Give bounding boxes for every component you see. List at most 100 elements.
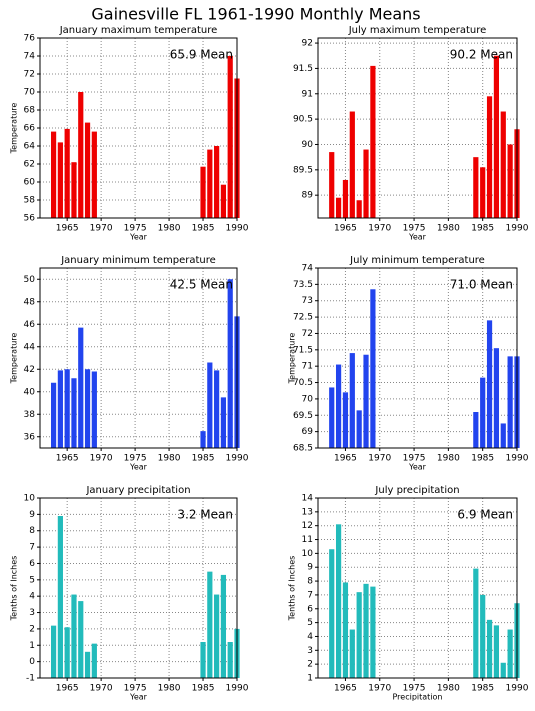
y-tick-label: 2 [29,624,35,634]
x-tick-label: 1980 [437,684,460,694]
bar [370,586,376,678]
plot-frame [317,497,518,679]
bar [363,354,369,448]
bar [507,629,513,678]
bar [342,582,349,678]
y-tick-label: 60 [24,178,36,188]
bar [50,131,57,218]
bar [349,353,355,448]
bar [507,144,513,218]
x-tick-label: 1980 [437,224,460,234]
mean-annotation: 71.0 Mean [450,278,513,292]
x-tick-label: 1990 [226,684,249,694]
bar [349,629,355,678]
y-tick-label: 90 [302,140,314,150]
y-tick-label: 70.5 [293,378,313,388]
y-tick-label: 44 [24,342,36,352]
bar [71,378,77,448]
y-tick-label: 70 [24,88,36,98]
y-tick-label: 14 [302,494,314,504]
x-tick-label: 1965 [334,684,357,694]
plot-frame [317,37,518,219]
y-tick-label: 0 [29,657,35,667]
y-tick-label: 66 [24,124,36,134]
bar [50,382,57,448]
mean-annotation: 90.2 Mean [450,48,513,62]
y-tick-label: 3 [29,608,35,618]
y-tick-label: 40 [24,387,36,397]
bar [363,583,369,678]
y-tick-label: 68.5 [293,444,313,454]
y-tick-label: 42 [24,365,35,375]
x-tick-label: 1965 [56,684,79,694]
x-tick-label: 1965 [334,454,357,464]
x-tick-label: 1975 [403,684,426,694]
bar [64,369,70,448]
bar [473,412,479,448]
y-axis-label: Temperature [288,333,297,385]
x-tick-label: 1975 [124,684,147,694]
panel-title: January minimum temperature [60,255,216,266]
bar [349,111,355,218]
bar [84,122,91,218]
x-tick-label: 1985 [471,454,494,464]
bar [342,392,349,448]
bar [71,594,77,678]
mean-annotation: 6.9 Mean [457,508,513,522]
bar [335,524,342,678]
bar [480,594,486,678]
x-axis-label: Year [408,463,427,472]
bar [64,627,70,678]
x-tick-label: 1990 [226,454,249,464]
bar [214,370,220,448]
bar [220,184,227,218]
bar [50,625,57,678]
x-tick-label: 1990 [226,224,249,234]
x-tick-label: 1985 [192,454,215,464]
y-tick-label: 74 [302,264,314,274]
x-tick-label: 1970 [90,454,113,464]
bar [500,111,506,218]
bar [78,92,84,218]
bar [220,574,227,678]
y-tick-label: 48 [24,297,36,307]
x-tick-label: 1970 [368,684,391,694]
x-tick-label: 1965 [56,454,79,464]
y-tick-label: 89 [302,191,314,201]
bar [480,167,486,218]
panel-title: July precipitation [374,485,459,496]
bar [207,571,213,678]
bar [486,320,493,448]
y-tick-label: 7 [29,543,35,553]
bar [329,387,335,448]
panel-title: July minimum temperature [349,255,485,266]
bar [493,625,500,678]
panel-title: July maximum temperature [348,25,487,36]
x-tick-label: 1970 [90,224,113,234]
y-tick-label: 76 [24,34,36,44]
y-tick-label: 5 [29,575,35,585]
bar [329,549,335,678]
x-tick-label: 1975 [124,454,147,464]
bar [207,149,213,218]
y-tick-label: 9 [29,510,35,520]
y-tick-label: 12 [302,521,313,531]
y-tick-label: 91.5 [293,64,313,74]
y-tick-label: 70 [302,394,314,404]
y-tick-label: 56 [24,214,36,224]
x-tick-label: 1980 [158,454,181,464]
y-tick-label: 73 [302,296,313,306]
bar [227,642,233,678]
bar [335,364,342,448]
bar [220,397,227,448]
x-tick-label: 1985 [192,224,215,234]
bar [57,370,63,448]
bar [200,166,206,218]
y-tick-label: 4 [29,592,35,602]
y-tick-label: 11 [302,535,313,545]
bar [370,65,376,218]
y-tick-label: -1 [26,674,35,684]
bar [78,327,84,448]
bar [356,200,362,218]
bar [335,197,342,218]
